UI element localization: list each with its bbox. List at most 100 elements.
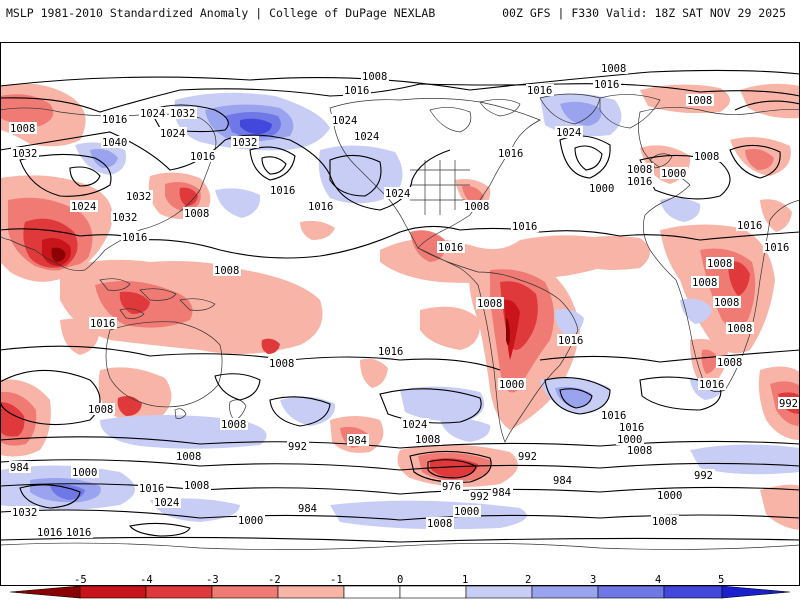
isobar-label: 1016	[527, 85, 552, 97]
isobar-label: 1024	[402, 419, 427, 431]
isobar-label: 984	[553, 475, 572, 487]
isobar-label: 1016	[66, 527, 91, 539]
isobar-label: 992	[518, 451, 537, 463]
isobar-label: 984	[10, 462, 29, 474]
colorbar-segment-pos5	[721, 585, 791, 599]
colorbar-tick-label: -4	[140, 574, 153, 586]
colorbar-segment-pos2	[531, 585, 599, 599]
isobar-label: 992	[779, 398, 798, 410]
isobar-label: 1000	[589, 183, 614, 195]
colorbar-ticks: -5 -4 -3 -2 -1 0 1 2 3 4 5	[74, 574, 724, 586]
isobar-label: 1008	[652, 516, 677, 528]
isobar-label: 1032	[112, 212, 137, 224]
isobar-label: 1016	[512, 221, 537, 233]
isobar-label: 1008	[184, 480, 209, 492]
isobar-label: 1008	[184, 208, 209, 220]
colorbar-segment-neg5	[9, 585, 81, 599]
isobar-label: 984	[348, 435, 367, 447]
isobar-label: 1016	[344, 85, 369, 97]
isobar-label: 1024	[385, 188, 410, 200]
isobar-label: 1016	[737, 220, 762, 232]
isobar-label: 1024	[354, 131, 379, 143]
isobar-label: 1016	[270, 185, 295, 197]
isobar-label: 992	[470, 491, 489, 503]
isobar-label: 1000	[238, 515, 263, 527]
isobar-label: 1016	[378, 346, 403, 358]
isobar-label: 1008	[415, 434, 440, 446]
isobar-label: 1032	[126, 191, 151, 203]
isobar-label: 1008	[269, 358, 294, 370]
isobar-label: 1008	[717, 357, 742, 369]
isobar-label: 1000	[661, 168, 686, 180]
isobar-label: 1008	[176, 451, 201, 463]
isobar-label: 1008	[714, 297, 739, 309]
isobar-label: 1016	[190, 151, 215, 163]
colorbar-tick-label: -2	[268, 574, 281, 586]
isobar-label: 1008	[477, 298, 502, 310]
isobar-label: 1032	[232, 137, 257, 149]
colorbar-segments	[9, 585, 791, 599]
coastlines	[0, 93, 800, 550]
isobar-label: 1008	[427, 518, 452, 530]
isobar-label: 1008	[464, 201, 489, 213]
isobar-label: 1032	[12, 507, 37, 519]
isobar-label: 1000	[454, 506, 479, 518]
colorbar-tick-label: -3	[206, 574, 219, 586]
isobar-label: 1008	[627, 445, 652, 457]
colorbar-segment-zero-pos	[399, 585, 467, 599]
colorbar-segment-zero-neg	[343, 585, 401, 599]
model-run-info: 00Z GFS | F330 Valid: 18Z SAT NOV 29 202…	[502, 6, 786, 20]
isobar-label: 1016	[619, 422, 644, 434]
world-map: 1008 1008 1016 1016 1016 1008 1024 1032 …	[0, 42, 800, 586]
isobar-label: 984	[298, 503, 317, 515]
colorbar-tick-label: -5	[74, 574, 87, 586]
isobar-label: 1008	[88, 404, 113, 416]
colorbar-tick-label: 3	[590, 574, 596, 586]
isobar-label: 1024	[556, 127, 581, 139]
isobar-label: 1032	[170, 108, 195, 120]
isobar-label: 992	[694, 470, 713, 482]
colorbar: -5 -4 -3 -2 -1 0 1 2 3 4 5	[9, 574, 791, 599]
colorbar-segment-neg2	[211, 585, 279, 599]
isobar-label: 1000	[72, 467, 97, 479]
isobar-label: 1040	[102, 137, 127, 149]
isobar-label: 1016	[601, 410, 626, 422]
isobar-label: 1000	[657, 490, 682, 502]
isobar-label: 1008	[687, 95, 712, 107]
colorbar-segment-neg1	[277, 585, 345, 599]
chart-title: MSLP 1981-2010 Standardized Anomaly | Co…	[6, 6, 436, 20]
isobar-label: 1024	[332, 115, 357, 127]
isobar-label: 1008	[727, 323, 752, 335]
isobar-label: 1016	[139, 483, 164, 495]
isobar-label: 1008	[10, 123, 35, 135]
isobar-label: 1016	[102, 114, 127, 126]
isobar-label: 1024	[71, 201, 96, 213]
isobar-label: 1016	[90, 318, 115, 330]
isobar-label: 1008	[692, 277, 717, 289]
isobar-label: 1024	[154, 497, 179, 509]
isobar-label: 1008	[601, 63, 626, 75]
isobar-label: 1008	[707, 258, 732, 270]
isobar-label: 1008	[362, 71, 387, 83]
isobar-labels: 1008 1008 1016 1016 1016 1008 1024 1032 …	[9, 62, 800, 539]
colorbar-tick-label: 5	[718, 574, 724, 586]
isobar-label: 1016	[627, 176, 652, 188]
isobar-label: 1008	[221, 419, 246, 431]
isobar-label: 1024	[140, 108, 165, 120]
isobar-label: 1016	[122, 232, 147, 244]
isobar-label: 1000	[617, 434, 642, 446]
isobar-label: 1008	[214, 265, 239, 277]
isobar-label: 1016	[438, 242, 463, 254]
isobar-label: 1024	[160, 128, 185, 140]
isobar-label: 1008	[627, 164, 652, 176]
positive-anomaly-shading	[0, 92, 800, 530]
isobar-contours	[0, 69, 800, 543]
isobar-label: 1016	[37, 527, 62, 539]
isobar-label: 1008	[694, 151, 719, 163]
colorbar-segment-pos4	[663, 585, 723, 599]
colorbar-tick-label: 2	[525, 574, 531, 586]
colorbar-segment-pos3	[597, 585, 665, 599]
colorbar-segment-pos1	[465, 585, 533, 599]
isobar-label: 1016	[594, 79, 619, 91]
isobar-label: 1016	[699, 379, 724, 391]
